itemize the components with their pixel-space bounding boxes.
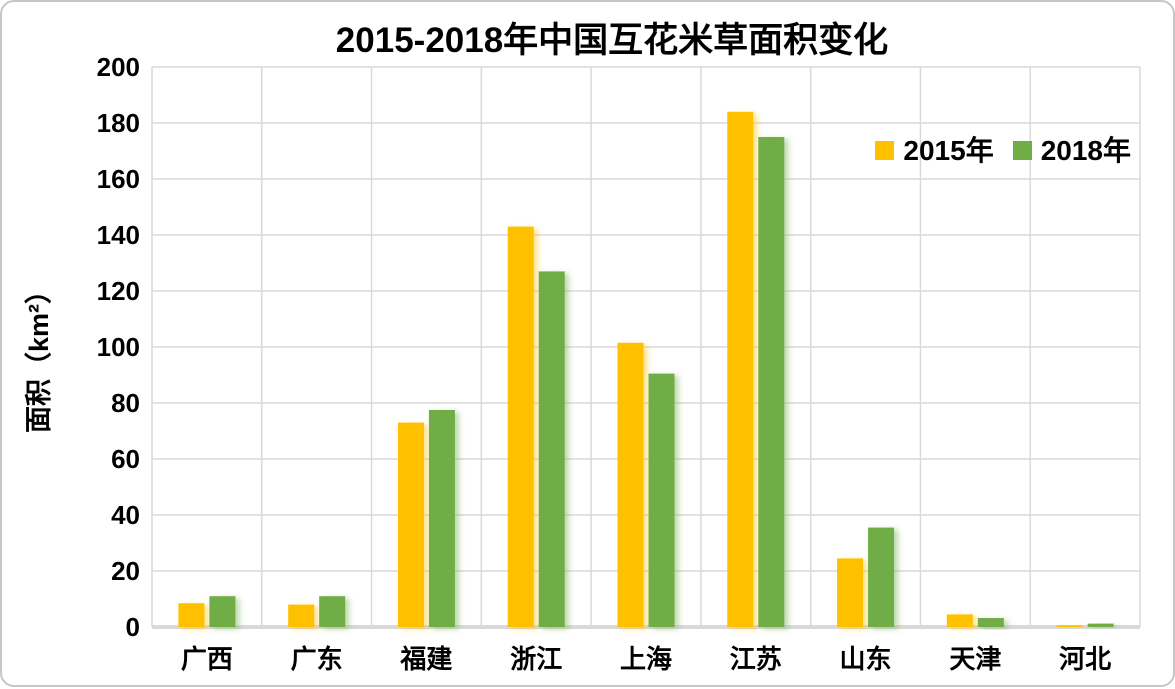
bar-2018-3 — [429, 410, 455, 627]
x-category-label: 河北 — [1059, 644, 1111, 674]
legend-swatch-2015-icon — [875, 141, 894, 160]
y-tick-label: 200 — [97, 52, 140, 82]
legend-label-2015: 2015年 — [903, 129, 993, 169]
y-tick-label: 60 — [111, 444, 140, 474]
bar-2018-4 — [539, 271, 565, 627]
x-category-label: 上海 — [620, 644, 672, 674]
bar-2015-4 — [508, 227, 534, 627]
bar-2018-2 — [319, 596, 345, 627]
x-category-label: 广东 — [291, 644, 343, 674]
legend-label-2018: 2018年 — [1041, 129, 1131, 169]
bar-2018-6 — [758, 137, 784, 627]
x-category-label: 浙江 — [510, 644, 562, 674]
x-category-label: 福建 — [399, 644, 452, 674]
y-tick-label: 120 — [97, 276, 140, 306]
x-category-label: 天津 — [949, 644, 1001, 674]
bar-2015-1 — [178, 603, 204, 627]
y-tick-label: 100 — [97, 332, 140, 362]
y-tick-label: 40 — [111, 500, 140, 530]
bar-2015-8 — [947, 614, 973, 627]
y-tick-label: 80 — [111, 388, 140, 418]
bar-2015-9 — [1057, 625, 1083, 627]
y-tick-label: 180 — [97, 108, 140, 138]
x-category-label: 江苏 — [730, 644, 782, 674]
bar-2015-2 — [288, 605, 314, 627]
x-category-label: 广西 — [181, 644, 233, 674]
bar-2015-7 — [837, 558, 863, 627]
bar-2018-1 — [209, 596, 235, 627]
legend: 2015年 2018年 — [875, 129, 1131, 169]
x-category-label: 山东 — [840, 644, 892, 674]
bar-2015-5 — [618, 343, 644, 627]
bar-2015-3 — [398, 423, 424, 627]
y-tick-label: 140 — [97, 220, 140, 250]
bar-2018-5 — [649, 374, 675, 627]
y-tick-label: 0 — [126, 612, 140, 642]
y-tick-label: 20 — [111, 556, 140, 586]
legend-swatch-2018-icon — [1013, 141, 1032, 160]
bar-2018-8 — [978, 618, 1004, 627]
bar-2018-7 — [868, 528, 894, 627]
y-tick-label: 160 — [97, 164, 140, 194]
bar-2015-6 — [727, 112, 753, 627]
bar-2018-9 — [1088, 624, 1114, 627]
